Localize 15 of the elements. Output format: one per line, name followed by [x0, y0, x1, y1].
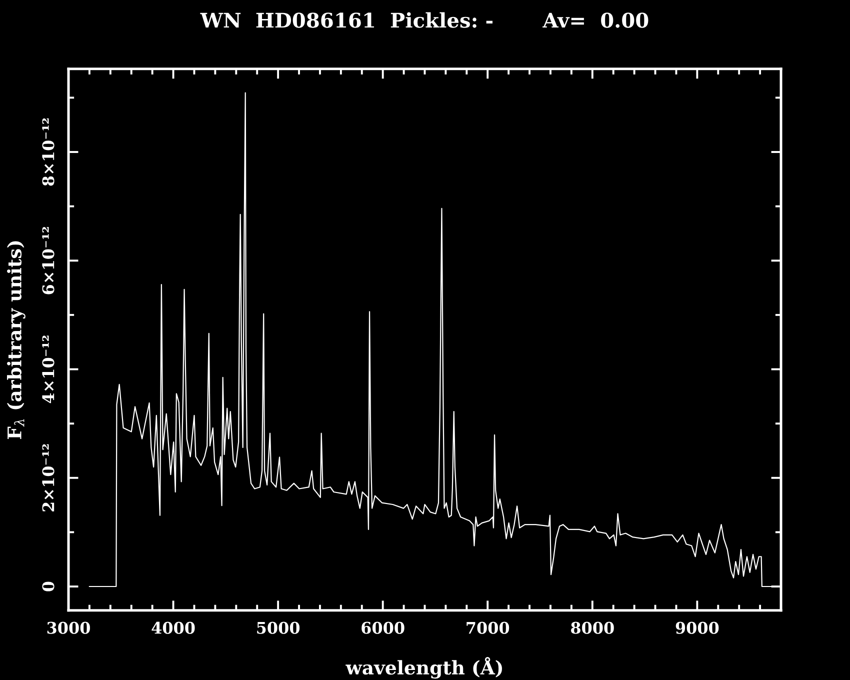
y-tick-label: 8×10⁻¹² — [42, 118, 54, 186]
x-tick-label: 7000 — [466, 622, 510, 634]
y-tick-label: 2×10⁻¹² — [42, 444, 54, 512]
y-tick-label: 4×10⁻¹² — [42, 336, 54, 404]
y-tick-label: 0 — [42, 582, 54, 592]
x-tick-label: 9000 — [676, 622, 719, 634]
x-tick-label: 3000 — [47, 622, 90, 634]
chart-title: WN HD086161 Pickles: - Av= 0.00 — [200, 12, 648, 28]
x-tick-label: 8000 — [570, 622, 614, 634]
y-tick-label: 6×10⁻¹² — [42, 226, 54, 294]
x-tick-label: 5000 — [257, 622, 300, 634]
x-tick-label: 6000 — [362, 622, 404, 634]
x-tick-label: 4000 — [152, 622, 195, 634]
x-axis-title: wavelength (Å) — [346, 657, 502, 679]
y-axis-title: F$_{λ}$ (arbitrary units) — [7, 241, 26, 439]
